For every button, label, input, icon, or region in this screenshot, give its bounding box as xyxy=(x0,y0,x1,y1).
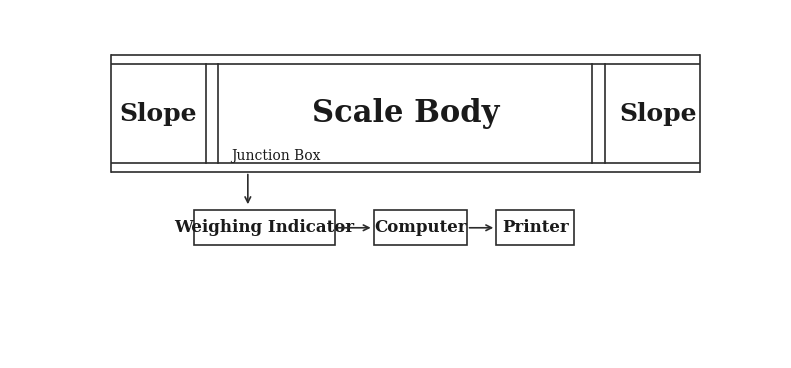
Text: Slope: Slope xyxy=(119,102,197,125)
FancyBboxPatch shape xyxy=(373,210,467,245)
Text: Scale Body: Scale Body xyxy=(312,98,499,129)
Text: Slope: Slope xyxy=(619,102,697,125)
Text: Printer: Printer xyxy=(502,219,569,236)
FancyBboxPatch shape xyxy=(194,210,335,245)
Text: Weighing Indicator: Weighing Indicator xyxy=(174,219,354,236)
Text: Computer: Computer xyxy=(374,219,467,236)
Text: Junction Box: Junction Box xyxy=(231,149,320,163)
FancyBboxPatch shape xyxy=(496,210,574,245)
